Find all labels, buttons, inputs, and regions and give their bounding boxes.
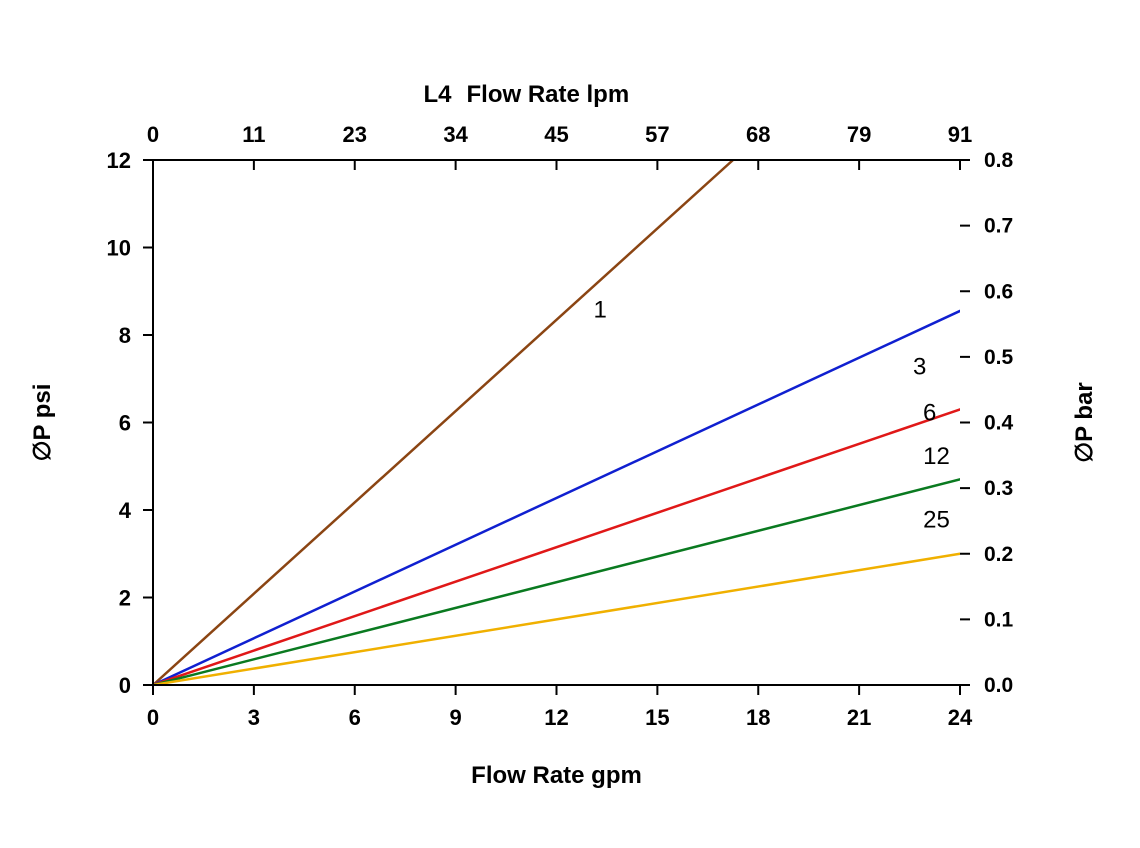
y-left-tick-label: 0 <box>119 673 131 698</box>
y-right-tick-label: 0.0 <box>984 674 1013 697</box>
y-right-tick-label: 0.8 <box>984 149 1014 172</box>
series-label-6: 6 <box>923 399 936 426</box>
x-top-tick-label: 0 <box>147 122 159 147</box>
x-bottom-tick-label: 15 <box>645 705 669 730</box>
series-label-12: 12 <box>923 443 950 470</box>
chart-title-code: L4 <box>423 81 452 108</box>
y-left-tick-label: 10 <box>107 236 131 261</box>
x-top-tick-label: 23 <box>343 122 367 147</box>
x-top-tick-label: 11 <box>242 122 265 147</box>
chart-title-units: Flow Rate lpm <box>467 81 630 108</box>
x-bottom-tick-label: 3 <box>248 705 260 730</box>
y-right-axis-label: ∅P bar <box>1071 382 1098 463</box>
x-bottom-tick-label: 6 <box>349 705 361 730</box>
x-top-tick-label: 45 <box>544 122 568 147</box>
x-bottom-tick-label: 24 <box>948 705 973 730</box>
y-right-tick-label: 0.1 <box>984 608 1014 631</box>
y-right-tick-label: 0.3 <box>984 477 1013 500</box>
y-left-axis-label: ∅P psi <box>29 384 56 462</box>
pressure-flow-chart: 0369121518212401123344557687991024681012… <box>0 0 1140 848</box>
x-top-tick-label: 79 <box>847 122 871 147</box>
x-bottom-tick-label: 0 <box>147 705 159 730</box>
series-label-3: 3 <box>913 353 926 380</box>
y-left-tick-label: 2 <box>119 586 131 611</box>
y-left-tick-label: 12 <box>107 148 131 173</box>
x-bottom-tick-label: 12 <box>544 705 568 730</box>
y-left-tick-label: 4 <box>119 498 132 523</box>
y-right-tick-label: 0.6 <box>984 280 1013 303</box>
x-bottom-tick-label: 21 <box>847 705 871 730</box>
y-right-tick-label: 0.2 <box>984 543 1013 566</box>
y-left-tick-label: 8 <box>119 323 131 348</box>
y-right-tick-label: 0.4 <box>984 412 1014 435</box>
x-bottom-tick-label: 18 <box>746 705 770 730</box>
x-bottom-tick-label: 9 <box>450 705 462 730</box>
series-label-25: 25 <box>923 507 950 534</box>
y-left-tick-label: 6 <box>119 411 131 436</box>
x-bottom-axis-label: Flow Rate gpm <box>471 762 642 789</box>
x-top-tick-label: 34 <box>443 122 468 147</box>
x-top-tick-label: 57 <box>645 122 669 147</box>
y-right-tick-label: 0.7 <box>984 215 1013 238</box>
series-label-1: 1 <box>594 297 607 324</box>
x-top-tick-label: 68 <box>746 122 770 147</box>
y-right-tick-label: 0.5 <box>984 346 1014 369</box>
x-top-tick-label: 91 <box>948 122 972 147</box>
